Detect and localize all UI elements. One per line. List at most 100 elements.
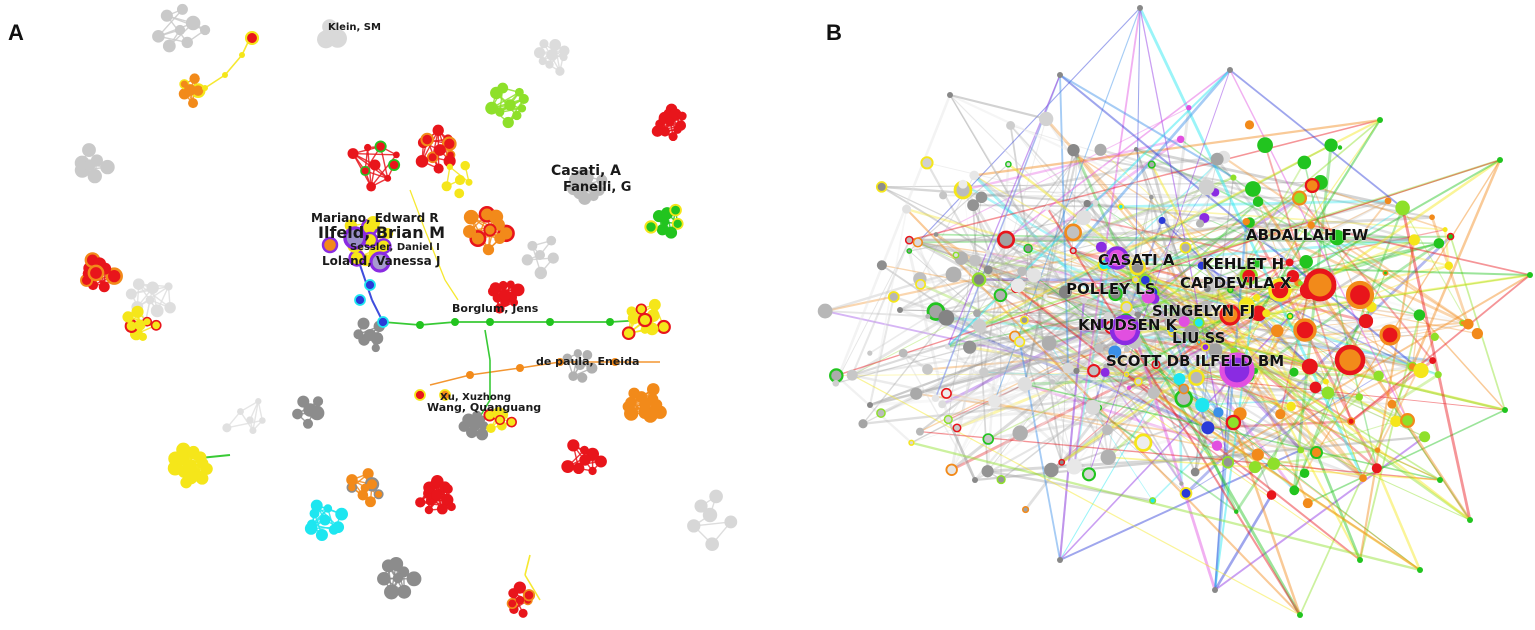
network-edge — [1199, 197, 1300, 225]
network-edge — [1350, 274, 1531, 423]
network-node — [1289, 485, 1300, 496]
network-node — [979, 367, 989, 377]
network-edge — [911, 364, 1157, 444]
network-node — [506, 597, 518, 610]
network-edge — [947, 419, 977, 481]
network-node — [259, 417, 266, 424]
author-label: de paula, Eneida — [536, 355, 639, 368]
network-node — [527, 240, 538, 251]
network-node — [1188, 369, 1205, 386]
network-edge — [1310, 224, 1531, 276]
network-edge — [1402, 207, 1469, 325]
network-node — [985, 249, 991, 255]
network-edge — [1005, 69, 1231, 241]
network-edge — [1358, 239, 1416, 561]
network-node — [366, 215, 381, 230]
network-edge — [948, 385, 1316, 421]
network-node — [315, 529, 328, 542]
network-edge — [1411, 159, 1502, 368]
network-edge — [926, 162, 1096, 204]
network-node — [319, 514, 331, 526]
network-node — [817, 303, 833, 319]
network-node — [1179, 486, 1193, 500]
network-edge — [962, 189, 1110, 458]
network-node — [357, 317, 370, 330]
network-node — [1442, 227, 1448, 233]
network-edge — [987, 251, 1149, 298]
network-node — [122, 311, 134, 323]
network-edge — [1254, 242, 1440, 372]
network-node — [328, 524, 340, 535]
network-edge — [1048, 299, 1085, 345]
network-edge — [949, 94, 1066, 293]
network-node — [1429, 214, 1435, 221]
network-node — [1100, 449, 1116, 465]
network-node — [397, 584, 412, 599]
network-node — [202, 85, 208, 91]
network-edge — [1152, 413, 1241, 502]
network-node — [939, 191, 948, 200]
network-node — [668, 131, 678, 142]
network-node — [972, 319, 987, 333]
network-node — [846, 369, 858, 381]
network-edge — [851, 374, 1301, 616]
network-node — [188, 98, 199, 109]
network-node — [1178, 316, 1190, 328]
cocitation-network-b: ABDALLAH FW CASATI A KEHLET H CAPDEVILA … — [817, 5, 1533, 618]
network-edge — [1072, 250, 1237, 512]
network-edge — [1106, 258, 1471, 522]
network-edge — [1401, 207, 1472, 521]
network-node — [486, 423, 496, 434]
network-node — [687, 519, 701, 533]
network-edge — [1024, 318, 1311, 368]
network-edge — [945, 270, 1023, 394]
network-node — [562, 353, 573, 363]
network-edge — [1125, 306, 1217, 591]
network-node — [249, 427, 257, 435]
network-edge — [909, 239, 1291, 318]
network-node — [594, 455, 607, 468]
network-edge — [1289, 229, 1446, 264]
network-edge — [862, 155, 1078, 425]
network-edge — [972, 205, 989, 472]
network-edge — [1315, 451, 1362, 561]
network-node — [561, 460, 575, 473]
network-node — [1309, 445, 1323, 459]
network-node — [577, 372, 588, 383]
network-node — [82, 143, 96, 157]
network-node — [1134, 377, 1143, 386]
network-node — [494, 233, 506, 245]
network-node — [1471, 328, 1484, 340]
network-edge — [1050, 262, 1290, 471]
network-edge — [946, 69, 1231, 348]
network-edge — [1134, 7, 1141, 280]
network-node — [1131, 276, 1140, 284]
network-node — [1227, 67, 1233, 73]
network-edge — [1000, 406, 1094, 481]
network-edge — [1279, 290, 1310, 415]
network-node — [1275, 409, 1286, 420]
network-edge — [881, 186, 1170, 323]
network-edge — [1023, 248, 1029, 321]
network-node — [572, 462, 585, 475]
network-node — [1173, 372, 1186, 385]
network-node — [573, 349, 583, 358]
network-node — [1105, 246, 1129, 270]
network-node — [494, 414, 506, 426]
network-edge — [947, 314, 1183, 348]
network-edge — [976, 155, 1078, 314]
network-node — [969, 170, 980, 181]
network-node — [906, 248, 913, 254]
network-node — [1417, 567, 1423, 573]
network-edge — [946, 392, 1364, 479]
network-edge — [1016, 286, 1257, 299]
network-edge — [947, 203, 1088, 348]
network-node — [1329, 229, 1345, 246]
network-node — [1400, 413, 1415, 428]
network-node — [582, 350, 593, 360]
network-node — [677, 111, 687, 121]
network-edge — [1148, 296, 1247, 307]
network-edge — [1135, 147, 1403, 210]
network-node — [313, 396, 324, 407]
network-edge — [1019, 197, 1301, 434]
